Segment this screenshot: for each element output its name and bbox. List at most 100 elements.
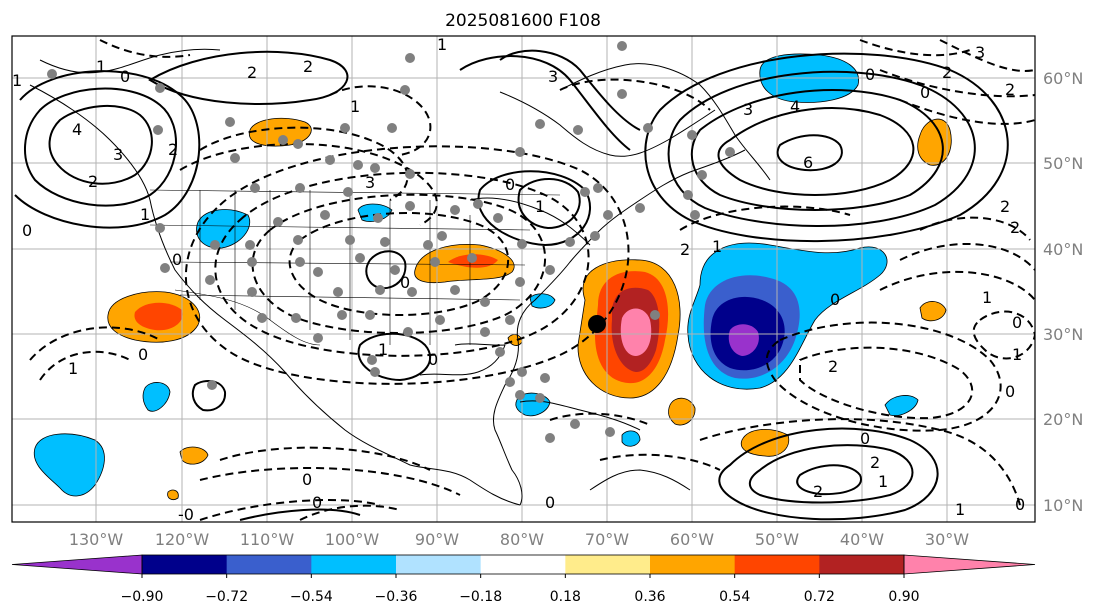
contour-label: 4: [790, 97, 800, 116]
contour-label: -0: [178, 505, 194, 524]
colorbar-tick-label: −0.54: [290, 589, 333, 605]
colorbar-segment: [565, 555, 651, 574]
contour-label: 1: [68, 359, 78, 378]
contour-label: 0: [920, 83, 930, 102]
contour-label: 1: [712, 237, 722, 256]
colorbar-tick-label: 0.72: [804, 589, 835, 605]
contour-label: 0: [545, 493, 555, 512]
contour-label: 2: [88, 172, 98, 191]
contour-label: 0: [312, 493, 322, 512]
contour-label: 1: [535, 197, 545, 216]
colorbar-tick-label: −0.18: [459, 589, 502, 605]
contour-label: 2: [870, 453, 880, 472]
contour-label: 0: [172, 250, 182, 269]
colorbar-tick-label: 0.36: [634, 589, 665, 605]
contour-label: 2: [942, 63, 952, 82]
contour-label: 0: [120, 67, 130, 86]
shaded-anomalies: [33, 53, 952, 500]
latitude-label: 30°N: [1043, 325, 1083, 344]
colorbar: −0.90 −0.72 −0.54 −0.36 −0.18 0.18 0.36 0.54 0.7…: [11, 554, 1036, 605]
contour-label: 0: [830, 290, 840, 309]
longitude-label: 70°W: [585, 530, 629, 549]
contour-label: 2: [813, 482, 823, 501]
longitude-label: 120°W: [155, 530, 210, 549]
longitude-label: 30°W: [925, 530, 969, 549]
contour-label: 0: [865, 65, 875, 84]
contour-label: 0: [1005, 382, 1015, 401]
map-frame: [11, 35, 1036, 523]
contour-label: 0: [400, 273, 410, 292]
latitude-label: 20°N: [1043, 410, 1083, 429]
contour-label: 2: [168, 140, 178, 159]
latitude-label: 50°N: [1043, 154, 1083, 173]
contours-negative: [29, 39, 1035, 521]
contour-label: 1: [982, 288, 992, 307]
contour-label: 0: [860, 429, 870, 448]
colorbar-right-extension: [903, 554, 1036, 575]
contour-label: 0: [302, 470, 312, 489]
contour-label: 1: [1012, 345, 1022, 364]
colorbar-frame: [141, 554, 905, 575]
contour-label: 3: [975, 43, 985, 62]
contour-label: 0: [22, 221, 32, 240]
colorbar-left-extension: [11, 554, 143, 575]
station-points: [47, 41, 735, 443]
latitude-axis: 60°N 50°N 40°N 30°N 20°N 10°N: [1043, 69, 1083, 515]
colorbar-tick-label: −0.72: [205, 589, 248, 605]
map-panel: 6 3 4 0 0 2 3 2 2 2 1 0 1 0 2 0 0 2 1 2: [11, 35, 1036, 524]
contour-label: 2: [680, 240, 690, 259]
longitude-axis: 130°W 120°W 110°W 100°W 90°W 80°W 70°W 6…: [69, 530, 969, 549]
contour-label: 3: [548, 67, 558, 86]
contour-label: 4: [72, 120, 82, 139]
contour-label: 3: [113, 145, 123, 164]
contour-labels: 6 3 4 0 0 2 3 2 2 2 1 0 1 0 2 0 0 2 1 2: [12, 35, 1025, 524]
contour-label: 0: [428, 350, 438, 369]
colorbar-ticks: −0.90 −0.72 −0.54 −0.36 −0.18 0.18 0.36 0.54 0.7…: [121, 574, 920, 605]
contour-label: 0: [1015, 495, 1025, 514]
contour-label: 2: [247, 63, 257, 82]
longitude-label: 40°W: [840, 530, 884, 549]
contour-label: 2: [828, 357, 838, 376]
longitude-label: 100°W: [325, 530, 380, 549]
contour-label: 1: [378, 340, 388, 359]
latitude-label: 10°N: [1043, 496, 1083, 515]
map-title: 2025081600 F108: [445, 11, 601, 31]
colorbar-segment: [819, 555, 905, 574]
colorbar-segment: [226, 555, 312, 574]
contours-positive: [14, 49, 1009, 521]
colorbar-tick-label: 0.54: [719, 589, 750, 605]
colorbar-segment: [480, 555, 566, 574]
longitude-label: 110°W: [240, 530, 295, 549]
latitude-label: 40°N: [1043, 240, 1083, 259]
latitude-label: 60°N: [1043, 69, 1083, 88]
contour-label: 1: [350, 97, 360, 116]
warm-patch-canada: [248, 117, 312, 147]
contour-label: 6: [803, 153, 813, 172]
colorbar-segment: [734, 555, 820, 574]
contour-label: 2: [1000, 197, 1010, 216]
contour-label: 2: [1010, 218, 1020, 237]
colorbar-segment: [396, 555, 482, 574]
colorbar-tick-label: 0.90: [888, 589, 919, 605]
longitude-label: 50°W: [755, 530, 799, 549]
contour-label: 2: [1005, 80, 1015, 99]
longitude-label: 130°W: [69, 530, 124, 549]
colorbar-tick-label: −0.36: [375, 589, 418, 605]
contour-label: 1: [955, 500, 965, 519]
colorbar-segments: [142, 555, 905, 574]
contour-label: 3: [743, 100, 753, 119]
colorbar-tick-label: −0.90: [121, 589, 164, 605]
longitude-label: 80°W: [500, 530, 544, 549]
graticule: [12, 36, 1035, 522]
longitude-label: 90°W: [415, 530, 459, 549]
colorbar-segment: [311, 555, 397, 574]
colorbar-segment: [142, 555, 228, 574]
contour-label: 1: [437, 35, 447, 54]
contour-label: 2: [303, 57, 313, 76]
contour-label: 1: [12, 71, 22, 90]
contour-label: 0: [1012, 313, 1022, 332]
contour-label: 3: [365, 173, 375, 192]
contour-label: 1: [140, 205, 150, 224]
contour-label: 0: [138, 345, 148, 364]
